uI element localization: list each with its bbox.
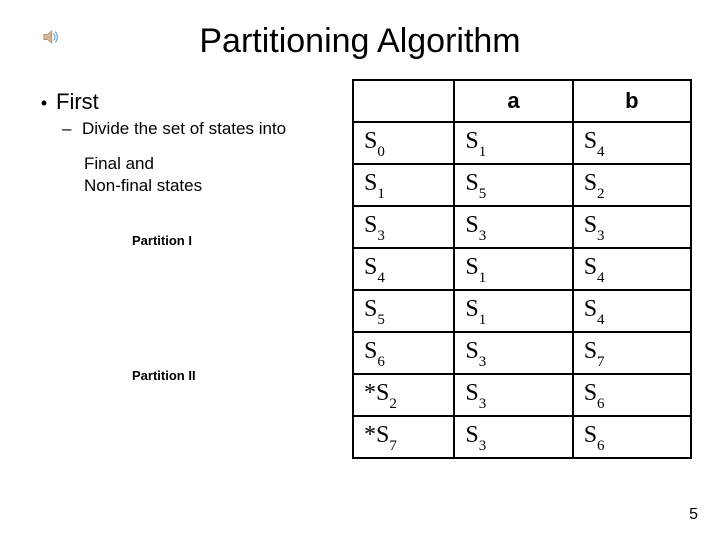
- bullet-first: • First: [32, 89, 352, 115]
- speaker-icon: [42, 28, 60, 46]
- bullet-dot-icon: •: [32, 93, 56, 114]
- b-cell: S6: [573, 416, 691, 458]
- a-cell: S1: [454, 248, 572, 290]
- state-cell: S1: [353, 164, 454, 206]
- page-title: Partitioning Algorithm: [0, 0, 720, 79]
- partition-2-label: Partition II: [32, 368, 352, 383]
- table-row: *S2S3S6: [353, 374, 691, 416]
- a-cell: S3: [454, 332, 572, 374]
- table-row: S6S3S7: [353, 332, 691, 374]
- header-a: a: [454, 80, 572, 122]
- state-cell: S5: [353, 290, 454, 332]
- state-cell: S6: [353, 332, 454, 374]
- sub-bullet-text: Divide the set of states into: [82, 119, 286, 139]
- header-b: b: [573, 80, 691, 122]
- b-cell: S6: [573, 374, 691, 416]
- table-row: S4S1S4: [353, 248, 691, 290]
- partition-1-label: Partition I: [32, 233, 352, 248]
- a-cell: S3: [454, 416, 572, 458]
- page-number: 5: [689, 506, 698, 524]
- right-column: a b S0S1S4S1S5S2S3S3S3S4S1S4S5S1S4S6S3S7…: [352, 79, 692, 459]
- table-header-row: a b: [353, 80, 691, 122]
- state-table: a b S0S1S4S1S5S2S3S3S3S4S1S4S5S1S4S6S3S7…: [352, 79, 692, 459]
- state-cell: *S7: [353, 416, 454, 458]
- state-cell: S3: [353, 206, 454, 248]
- content-area: • First – Divide the set of states into …: [0, 79, 720, 459]
- state-cell: S0: [353, 122, 454, 164]
- table-row: S0S1S4: [353, 122, 691, 164]
- b-cell: S4: [573, 248, 691, 290]
- header-empty: [353, 80, 454, 122]
- a-cell: S5: [454, 164, 572, 206]
- b-cell: S3: [573, 206, 691, 248]
- state-cell: S4: [353, 248, 454, 290]
- table-row: S5S1S4: [353, 290, 691, 332]
- a-cell: S1: [454, 122, 572, 164]
- b-cell: S4: [573, 122, 691, 164]
- a-cell: S3: [454, 374, 572, 416]
- indent-line-1: Final and: [84, 153, 352, 175]
- state-cell: *S2: [353, 374, 454, 416]
- table-row: S1S5S2: [353, 164, 691, 206]
- b-cell: S2: [573, 164, 691, 206]
- indent-line-2: Non-final states: [84, 175, 352, 197]
- indent-block: Final and Non-final states: [32, 153, 352, 197]
- left-column: • First – Divide the set of states into …: [32, 79, 352, 459]
- sub-bullet: – Divide the set of states into: [32, 119, 352, 139]
- table-row: S3S3S3: [353, 206, 691, 248]
- a-cell: S1: [454, 290, 572, 332]
- table-row: *S7S3S6: [353, 416, 691, 458]
- a-cell: S3: [454, 206, 572, 248]
- b-cell: S7: [573, 332, 691, 374]
- bullet-text: First: [56, 89, 99, 115]
- b-cell: S4: [573, 290, 691, 332]
- dash-icon: –: [62, 119, 82, 139]
